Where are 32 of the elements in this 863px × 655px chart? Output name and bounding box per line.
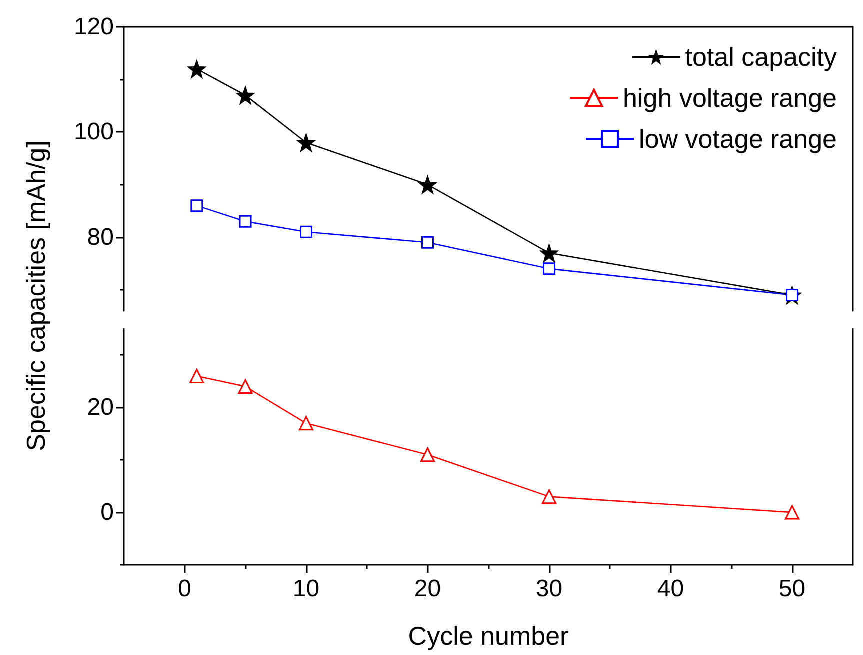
point bbox=[186, 59, 207, 80]
point bbox=[300, 226, 312, 238]
y-tick-label: 120 bbox=[74, 14, 114, 40]
point bbox=[190, 368, 204, 384]
legend-label: low votage range bbox=[638, 124, 838, 154]
point bbox=[238, 379, 253, 394]
x-axis-title: Cycle number bbox=[408, 621, 570, 651]
point bbox=[236, 85, 256, 106]
y-tick-label: 0 bbox=[100, 499, 114, 526]
point bbox=[239, 215, 252, 228]
x-tick-label: 50 bbox=[778, 576, 806, 602]
x-tick-label: 10 bbox=[292, 576, 320, 602]
y-tick-label: 100 bbox=[74, 118, 114, 146]
x-tick-label: 20 bbox=[414, 576, 442, 602]
x-tick-label: 40 bbox=[657, 576, 684, 602]
point bbox=[422, 236, 434, 249]
point bbox=[418, 174, 438, 195]
point bbox=[785, 505, 800, 520]
point bbox=[542, 490, 556, 504]
point bbox=[190, 200, 204, 212]
y-tick-label: 20 bbox=[87, 394, 114, 422]
y-axis-title: Specific capacities [mAh/g] bbox=[21, 140, 51, 452]
point bbox=[420, 448, 435, 462]
point bbox=[296, 132, 316, 153]
x-tick-label: 0 bbox=[178, 576, 192, 602]
y-tick-label: 80 bbox=[87, 224, 114, 251]
point bbox=[299, 416, 314, 431]
point bbox=[539, 243, 560, 264]
x-tick-label: 30 bbox=[536, 576, 563, 602]
legend-label: total capacity bbox=[685, 42, 838, 72]
point bbox=[543, 262, 556, 276]
legend-label: high voltage range bbox=[623, 83, 838, 113]
